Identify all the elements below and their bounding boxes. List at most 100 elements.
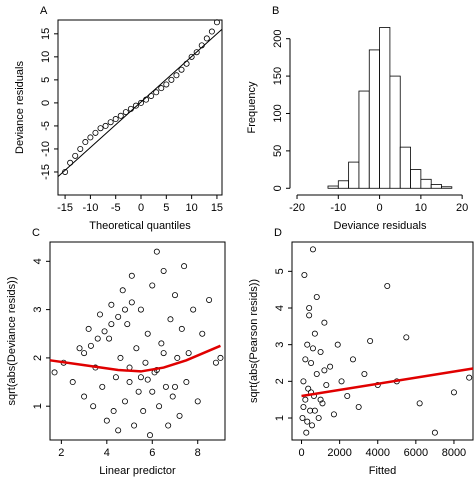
- x-axis-label: Linear predictor: [99, 465, 176, 477]
- point: [178, 325, 185, 332]
- point: [103, 417, 110, 424]
- point: [117, 354, 124, 361]
- point: [183, 379, 190, 386]
- point: [72, 152, 79, 159]
- panel-title: A: [40, 5, 48, 17]
- point: [344, 392, 351, 399]
- point: [301, 271, 308, 278]
- y-tick-label: 1: [274, 415, 286, 421]
- point: [319, 400, 326, 407]
- point: [156, 403, 163, 410]
- point: [122, 306, 129, 313]
- histogram-bar: [420, 178, 432, 189]
- point: [330, 411, 337, 418]
- y-tick-label: 150: [272, 67, 284, 85]
- y-tick-label: 15: [40, 28, 52, 40]
- y-tick-label: 4: [274, 305, 286, 311]
- point: [97, 311, 104, 318]
- fit-line: [301, 367, 474, 398]
- point: [128, 272, 135, 279]
- point: [108, 301, 115, 308]
- point: [213, 19, 220, 26]
- y-tick-label: 2: [32, 355, 44, 361]
- point: [321, 319, 328, 326]
- point: [466, 374, 473, 381]
- point: [153, 248, 160, 255]
- point: [206, 296, 213, 303]
- fit-line: [49, 344, 221, 373]
- point: [416, 400, 423, 407]
- point: [106, 335, 113, 342]
- x-tick-label: 2000: [327, 447, 351, 459]
- y-tick-label: 2: [274, 378, 286, 384]
- x-tick-label: 8000: [442, 447, 466, 459]
- point: [144, 330, 151, 337]
- point: [183, 60, 190, 67]
- y-tick-label: 5: [274, 268, 286, 274]
- point: [313, 293, 320, 300]
- point: [199, 330, 206, 337]
- point: [167, 316, 174, 323]
- point: [112, 116, 119, 123]
- point: [94, 335, 101, 342]
- point: [92, 129, 99, 136]
- histogram-bar: [368, 49, 380, 189]
- x-tick-label: 4000: [365, 447, 389, 459]
- point: [158, 340, 165, 347]
- point: [81, 350, 88, 357]
- point: [122, 398, 129, 405]
- histogram-bar: [348, 161, 360, 189]
- point: [117, 112, 124, 119]
- x-axis-label: Theoretical quantiles: [89, 220, 191, 232]
- x-tick-label: 0: [138, 202, 144, 214]
- y-tick-label: -10: [40, 141, 52, 157]
- x-tick-label: 8: [195, 447, 201, 459]
- y-tick-label: 10: [40, 51, 52, 63]
- point: [158, 85, 165, 92]
- point: [108, 321, 115, 328]
- point: [194, 398, 201, 405]
- point: [142, 359, 149, 366]
- x-tick-label: 0: [298, 447, 304, 459]
- point: [85, 325, 92, 332]
- x-axis-label: Fitted: [369, 465, 397, 477]
- x-tick-label: 4: [104, 447, 110, 459]
- y-tick-label: 3: [274, 342, 286, 348]
- panel-title: B: [272, 5, 279, 17]
- panel-title: C: [32, 227, 40, 239]
- point: [188, 53, 195, 60]
- point: [173, 72, 180, 79]
- point: [308, 359, 315, 366]
- y-axis-label: sqrt(abs(Pearson resids)): [248, 279, 260, 403]
- point: [299, 414, 306, 421]
- x-tick-label: 2: [58, 447, 64, 459]
- y-tick-label: 0: [272, 185, 284, 191]
- point: [304, 418, 311, 425]
- point: [361, 370, 368, 377]
- point: [163, 81, 170, 88]
- point: [146, 432, 153, 439]
- point: [102, 122, 109, 129]
- y-axis-label: Frequency: [246, 81, 258, 133]
- y-tick-label: 5: [40, 77, 52, 83]
- y-tick-label: 0: [40, 100, 52, 106]
- point: [313, 370, 320, 377]
- point: [115, 427, 122, 434]
- x-tick-label: -10: [330, 202, 346, 214]
- point: [87, 134, 94, 141]
- x-tick-label: -15: [57, 202, 73, 214]
- point: [90, 403, 97, 410]
- y-axis-label: Deviance residuals: [14, 61, 26, 154]
- point: [122, 109, 129, 116]
- point: [309, 345, 316, 352]
- point: [126, 379, 133, 386]
- point: [338, 378, 345, 385]
- point: [160, 350, 167, 357]
- point: [144, 376, 151, 383]
- point: [303, 429, 310, 436]
- point: [300, 378, 307, 385]
- point: [178, 66, 185, 73]
- point: [149, 388, 156, 395]
- point: [311, 407, 318, 414]
- point: [306, 312, 313, 319]
